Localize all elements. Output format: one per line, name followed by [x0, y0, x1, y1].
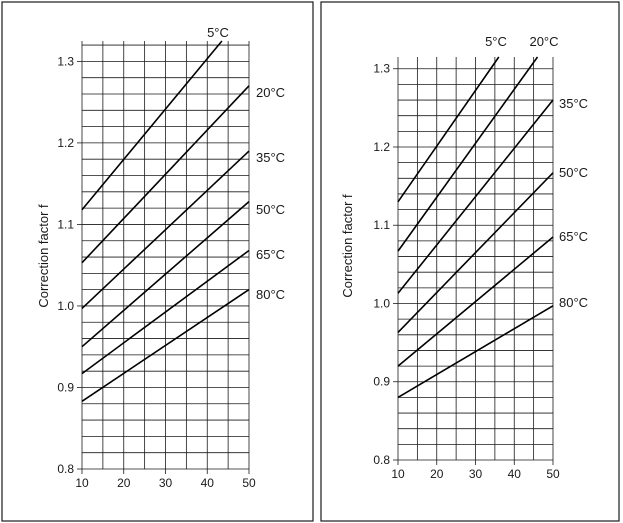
right-series-line-35c — [397, 99, 554, 294]
right-series-line-5c — [397, 56, 500, 203]
right-series-line-65c — [397, 236, 554, 367]
right-series-label: 65°C — [559, 229, 588, 244]
right-y-axis-title: Correction factor f — [340, 194, 355, 298]
right-x-tick-label: 10 — [391, 467, 405, 481]
left-series-line-50c — [81, 200, 250, 348]
right-series-line-50c — [397, 172, 554, 333]
right-series-label: 50°C — [559, 165, 588, 180]
right-y-tick-label: 0.9 — [373, 375, 390, 389]
left-series-line-80c — [81, 288, 250, 402]
left-series-label: 50°C — [256, 202, 285, 217]
left-y-tick-label: 1.2 — [57, 136, 74, 150]
left-series-label: 20°C — [256, 85, 285, 100]
right-y-tick-label: 1.1 — [373, 218, 390, 232]
right-panel-frame — [320, 1, 620, 522]
left-series-line-35c — [81, 150, 250, 309]
right-y-tick-label: 1.2 — [373, 140, 390, 154]
left-x-tick-label: 40 — [201, 476, 215, 490]
left-y-tick-label: 0.8 — [57, 462, 74, 476]
right-chart: 0.8 0.9 1.0 1.1 1.2 1.3 10 20 30 40 50 5°C 20°C 35°C 5… — [373, 34, 588, 481]
left-y-tick-label: 1.3 — [57, 54, 74, 68]
right-y-tick-label: 1.3 — [373, 62, 390, 76]
left-series-label: 5°C — [207, 25, 229, 40]
left-y-tick-label: 0.9 — [57, 380, 74, 394]
right-x-tick-label: 40 — [508, 467, 522, 481]
left-y-tick-label: 1.0 — [57, 299, 74, 313]
right-x-tick-label: 50 — [546, 467, 560, 481]
left-panel-frame — [1, 1, 314, 522]
left-series-line-5c — [81, 40, 223, 211]
left-x-tick-label: 20 — [117, 476, 131, 490]
left-series-line-65c — [81, 249, 250, 375]
right-x-tick-label: 20 — [430, 467, 444, 481]
left-series-label: 35°C — [256, 150, 285, 165]
right-series-line-80c — [397, 305, 554, 399]
right-series-label: 35°C — [559, 96, 588, 111]
left-x-tick-label: 30 — [159, 476, 173, 490]
right-y-tick-label: 0.8 — [373, 453, 390, 467]
right-y-tick-label: 1.0 — [373, 296, 390, 310]
left-x-tick-label: 10 — [75, 476, 89, 490]
left-series-label: 65°C — [256, 247, 285, 262]
left-x-tick-label: 50 — [242, 476, 256, 490]
left-series-line-20c — [81, 85, 250, 264]
right-x-tick-label: 30 — [469, 467, 483, 481]
left-chart: 0.8 0.9 1.0 1.1 1.2 1.3 10 20 30 40 50 5°C 20°C 35°C 5… — [57, 25, 285, 490]
right-series-label: 80°C — [559, 295, 588, 310]
left-series-label: 80°C — [256, 287, 285, 302]
left-y-axis-title: Correction factor f — [36, 204, 51, 308]
left-y-tick-label: 1.1 — [57, 217, 74, 231]
right-series-label: 20°C — [529, 34, 558, 49]
right-series-label: 5°C — [485, 34, 507, 49]
right-series-line-20c — [397, 56, 539, 252]
